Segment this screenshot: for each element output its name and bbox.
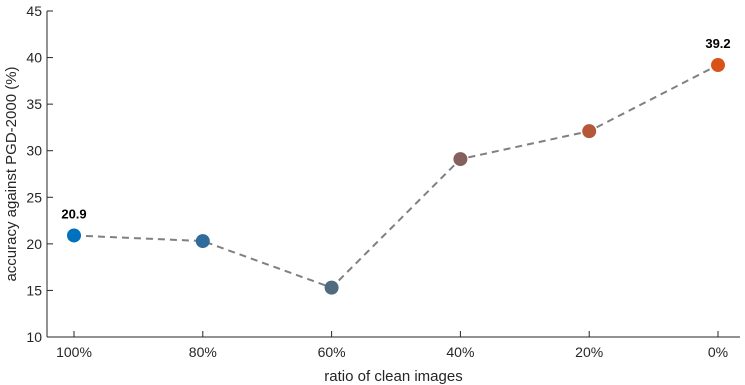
y-tick-label: 35 [26, 96, 42, 112]
data-point [195, 234, 210, 249]
data-point [453, 152, 468, 167]
data-point [711, 58, 725, 73]
y-tick-label: 20 [26, 236, 42, 252]
x-axis-label: ratio of clean images [324, 368, 462, 385]
y-axis: 10 15 20 25 30 35 40 45 [26, 3, 53, 345]
series-path [73, 64, 719, 289]
x-tick-label: 0% [708, 344, 728, 360]
y-tick-label: 30 [26, 143, 42, 159]
data-point [324, 280, 339, 295]
x-tick-label: 20% [575, 344, 603, 360]
x-tick-label: 60% [318, 344, 346, 360]
data-labels: 20.9 39.2 [61, 36, 730, 221]
series-line [73, 64, 719, 289]
data-points [67, 58, 725, 295]
y-tick-label: 25 [26, 189, 42, 205]
x-tick-label: 40% [446, 344, 474, 360]
y-axis-label: accuracy against PGD-2000 (%) [3, 66, 20, 281]
data-label: 20.9 [61, 206, 86, 221]
x-tick-label: 80% [189, 344, 217, 360]
x-axis: 100% 80% 60% 40% 20% 0% [47, 331, 740, 360]
data-label: 39.2 [705, 36, 730, 51]
x-tick-label: 100% [56, 344, 92, 360]
y-tick-label: 40 [26, 50, 42, 66]
data-point [582, 124, 597, 139]
y-tick-label: 15 [26, 282, 42, 298]
y-tick-label: 10 [26, 329, 42, 345]
y-tick-label: 45 [26, 3, 42, 19]
data-point [67, 228, 81, 243]
